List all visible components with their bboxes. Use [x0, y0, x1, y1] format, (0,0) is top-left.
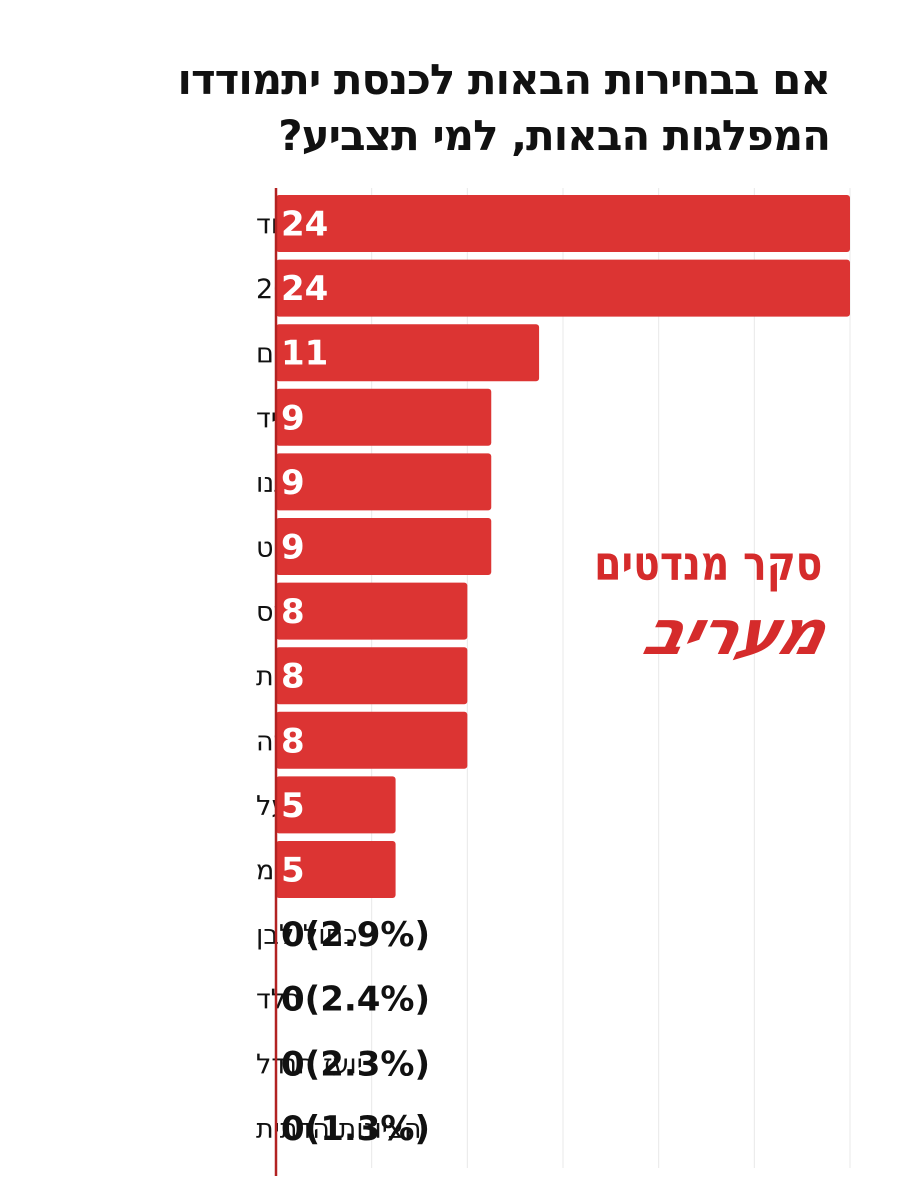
- value-label: 0(2.3%): [281, 1044, 430, 1084]
- bar: [276, 518, 492, 575]
- bar: [276, 388, 492, 446]
- category-label: בלד: [256, 985, 302, 1016]
- bars: [276, 195, 850, 898]
- category-label: כחול לבן: [256, 920, 358, 951]
- value-label: 11: [281, 334, 328, 374]
- value-labels: 24 24 11 9 9 9 8 8 8 5 5 0(2.9%) 0(2.4%) 0(2.3%) 0(1.3…: [281, 205, 430, 1149]
- bar: [276, 776, 396, 834]
- value-label: 8: [281, 657, 305, 697]
- value-label: 24: [281, 205, 328, 245]
- value-label: 0(1.3%): [281, 1109, 430, 1149]
- value-label: 0(2.9%): [281, 915, 430, 955]
- maariv-poll-logo: סקר מנדטים מעריב: [560, 530, 834, 670]
- value-label: 5: [281, 786, 305, 826]
- value-label: 0(2.4%): [281, 980, 430, 1020]
- logo-poll-text: סקר מנדטים: [593, 536, 822, 592]
- value-label: 9: [281, 398, 305, 438]
- value-label: 9: [281, 528, 305, 568]
- value-label: 8: [281, 592, 305, 632]
- value-label: 9: [281, 463, 305, 503]
- bar: [276, 453, 492, 511]
- bar: [276, 324, 540, 382]
- logo-maariv-text: מעריב: [636, 596, 834, 669]
- bar: [276, 259, 850, 317]
- value-label: 5: [281, 851, 305, 891]
- value-label: 8: [281, 721, 305, 761]
- value-label: 24: [281, 269, 328, 309]
- chart-title: אם בבחירות הבאות לכנסת יתמודדו המפלגות ה…: [177, 55, 831, 160]
- bar: [276, 582, 468, 640]
- bar: [276, 711, 468, 769]
- bar: [276, 841, 396, 898]
- category-label: יועז הנדל: [256, 1049, 363, 1080]
- bar: [276, 647, 468, 705]
- bar: [276, 195, 850, 252]
- category-label: הציונות הדתית: [256, 1114, 421, 1145]
